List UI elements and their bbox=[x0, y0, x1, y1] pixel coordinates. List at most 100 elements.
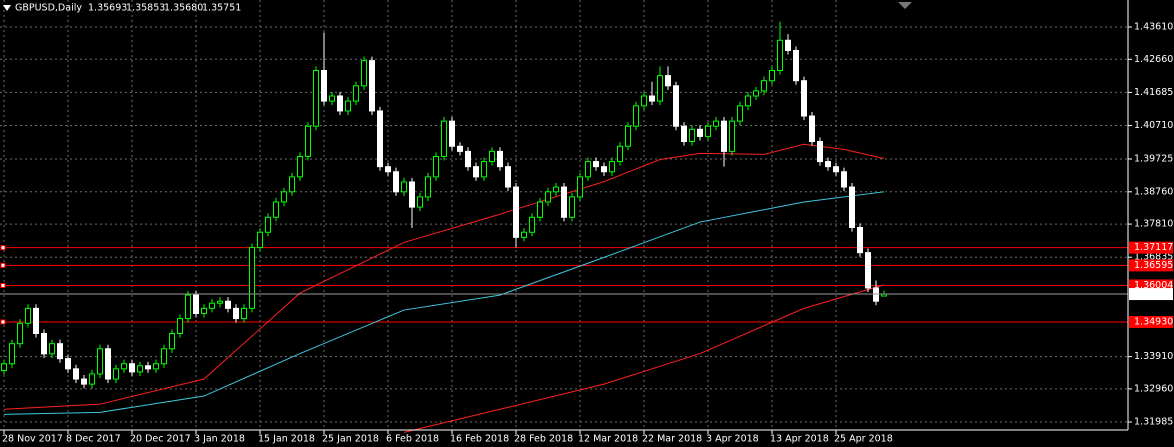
quote-low: 1.35680 bbox=[164, 3, 203, 14]
candle-body bbox=[369, 60, 375, 112]
level-label: 1.36595 bbox=[1134, 260, 1173, 271]
candle-body bbox=[665, 75, 671, 87]
candle-body bbox=[169, 333, 175, 350]
candle-body bbox=[57, 343, 63, 360]
x-tick-label: 28 Feb 2018 bbox=[514, 434, 573, 445]
quote-close: 1.35751 bbox=[202, 3, 241, 14]
title-arrow bbox=[3, 5, 11, 11]
y-tick-label: 1.36835 bbox=[1134, 252, 1173, 263]
x-tick-label: 6 Feb 2018 bbox=[386, 434, 439, 445]
moving-average bbox=[3, 143, 885, 410]
candle-body bbox=[617, 145, 623, 163]
candle-body bbox=[313, 70, 319, 127]
candle-body bbox=[337, 95, 343, 112]
candle-body bbox=[505, 166, 511, 188]
candle-body bbox=[353, 85, 359, 102]
candle-body bbox=[441, 120, 447, 157]
candle-body bbox=[537, 201, 543, 218]
candle-body bbox=[201, 307, 207, 314]
x-tick-label: 28 Nov 2017 bbox=[2, 434, 63, 445]
candle-body bbox=[729, 120, 735, 152]
candle-body bbox=[273, 201, 279, 218]
candle-body bbox=[225, 300, 231, 309]
candle-body bbox=[129, 363, 135, 373]
candle-body bbox=[417, 196, 423, 208]
candle-body bbox=[641, 95, 647, 107]
x-tick-label: 20 Dec 2017 bbox=[130, 434, 191, 445]
candle-body bbox=[25, 307, 31, 324]
candle-body bbox=[433, 155, 439, 178]
y-tick-label: 1.41685 bbox=[1134, 87, 1173, 98]
candle-body bbox=[865, 252, 871, 289]
candle-body bbox=[817, 141, 823, 163]
candle-body bbox=[257, 231, 263, 249]
candle-body bbox=[673, 85, 679, 127]
x-tick-label: 13 Apr 2018 bbox=[770, 434, 829, 445]
symbol: GBPUSD,Daily bbox=[15, 3, 82, 14]
level-label-box bbox=[1129, 259, 1173, 272]
level-label-box bbox=[1129, 241, 1173, 254]
candle-body bbox=[721, 120, 727, 152]
candle-body bbox=[329, 95, 335, 102]
x-tick-label: 8 Dec 2017 bbox=[66, 434, 121, 445]
candle-body bbox=[521, 231, 527, 238]
candle-body bbox=[321, 70, 327, 102]
candle-body bbox=[849, 186, 855, 228]
y-tick-label: 1.38760 bbox=[1134, 186, 1173, 197]
candle-body bbox=[649, 95, 655, 102]
candle-body bbox=[513, 186, 519, 238]
current-price-box bbox=[1129, 288, 1173, 301]
candle-body bbox=[1, 363, 7, 372]
candle-body bbox=[81, 378, 87, 385]
candle-body bbox=[481, 161, 487, 178]
candle-body bbox=[489, 150, 495, 163]
candle-body bbox=[185, 294, 191, 320]
candle-body bbox=[777, 39, 783, 72]
candle-body bbox=[553, 186, 559, 193]
current-price-label: 1.35751 bbox=[1134, 289, 1173, 300]
candle-body bbox=[545, 191, 551, 203]
x-tick-label: 16 Feb 2018 bbox=[450, 434, 509, 445]
candle-body bbox=[737, 105, 743, 122]
candle-body bbox=[377, 110, 383, 168]
y-tick-label: 1.32960 bbox=[1134, 383, 1173, 394]
candle-body bbox=[601, 166, 607, 173]
candle-body bbox=[385, 166, 391, 173]
level-label: 1.34930 bbox=[1134, 316, 1173, 327]
scroll-marker bbox=[898, 2, 912, 9]
candle-body bbox=[9, 343, 15, 365]
candle-body bbox=[857, 226, 863, 254]
candle-body bbox=[233, 307, 239, 320]
candle-body bbox=[137, 365, 143, 373]
candle-body bbox=[105, 348, 111, 380]
plot bbox=[0, 21, 1128, 433]
candle-body bbox=[241, 307, 247, 320]
quote-open: 1.35693 bbox=[88, 3, 127, 14]
y-tick-label: 1.42660 bbox=[1134, 54, 1173, 65]
candle-body bbox=[41, 333, 47, 355]
level-label: 1.37117 bbox=[1134, 242, 1173, 253]
y-tick-label: 1.39725 bbox=[1134, 154, 1173, 165]
candle-body bbox=[769, 70, 775, 82]
candle-body bbox=[305, 125, 311, 157]
level-anchor bbox=[0, 245, 6, 251]
candle-body bbox=[177, 318, 183, 335]
candle-body bbox=[145, 365, 151, 370]
candle-body bbox=[609, 161, 615, 173]
candle-body bbox=[689, 128, 695, 143]
candle-body bbox=[497, 150, 503, 168]
level-anchor bbox=[0, 319, 6, 325]
candle-body bbox=[593, 161, 599, 168]
y-tick-label: 1.33910 bbox=[1134, 351, 1173, 362]
candle-body bbox=[697, 128, 703, 137]
candle-body bbox=[473, 166, 479, 178]
candle-body bbox=[657, 75, 663, 102]
candle-body bbox=[401, 181, 407, 193]
quote-high: 1.35853 bbox=[126, 3, 165, 14]
candle-body bbox=[265, 216, 271, 233]
moving-average bbox=[3, 191, 885, 415]
candle-body bbox=[17, 322, 23, 345]
candle-body bbox=[745, 95, 751, 107]
x-tick-label: 15 Jan 2018 bbox=[258, 434, 315, 445]
